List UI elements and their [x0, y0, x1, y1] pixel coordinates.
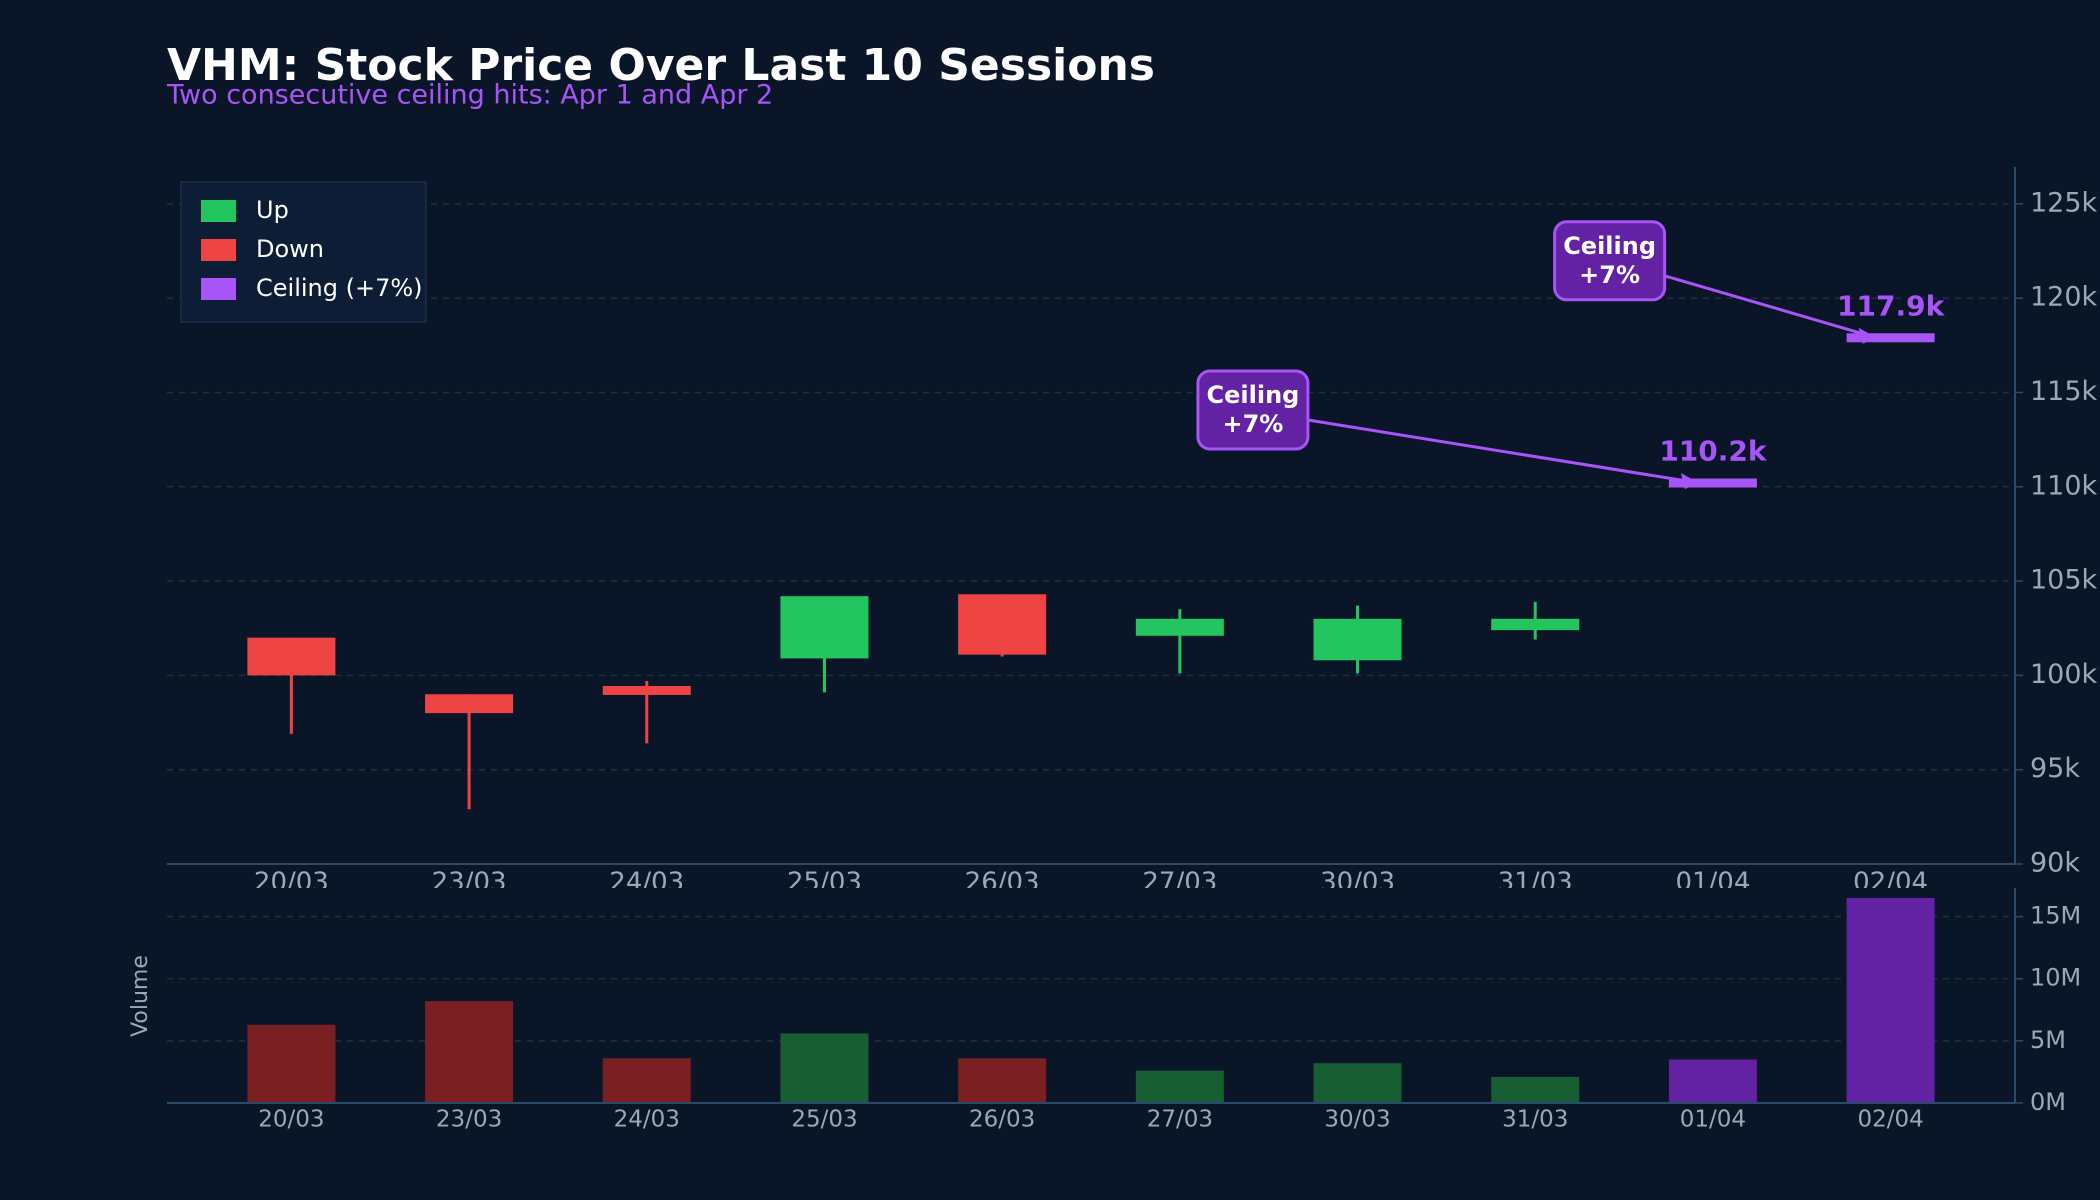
candle-body — [247, 637, 336, 676]
value-label: 117.9k — [1837, 289, 1946, 322]
volume-bar — [1668, 1059, 1757, 1103]
volume-bar — [602, 1058, 691, 1103]
legend-swatch — [201, 239, 236, 261]
y-tick-label: 15M — [2030, 902, 2081, 930]
chart-title: VHM: Stock Price Over Last 10 Sessions — [167, 40, 1155, 91]
y-tick-label: 95k — [2030, 753, 2080, 784]
y-tick-label: 115k — [2030, 376, 2098, 407]
y-tick-label: 10M — [2030, 964, 2081, 992]
x-tick-label: 25/03 — [791, 1107, 857, 1133]
annotation-arrow — [1307, 418, 1700, 485]
candle-body — [780, 596, 869, 659]
candle-body — [602, 685, 691, 695]
x-tick-label: 31/03 — [1502, 1107, 1568, 1133]
legend-label: Down — [256, 235, 324, 263]
arrow-head — [1858, 327, 1877, 344]
annotation-text: +7% — [1222, 410, 1283, 438]
annotation-text: +7% — [1579, 261, 1640, 289]
x-tick-label: 20/03 — [258, 1107, 324, 1133]
volume-bar — [958, 1058, 1047, 1103]
annotation-box — [1196, 369, 1310, 451]
y-tick-label: 90k — [2030, 848, 2080, 879]
panel-background — [0, 888, 2100, 1200]
candle-body — [1135, 618, 1224, 636]
y-tick-label: 5M — [2030, 1026, 2066, 1054]
arrow-head — [1680, 473, 1699, 490]
annotation-arrow — [1664, 274, 1878, 340]
volume-bar — [1135, 1070, 1224, 1103]
candle-body — [958, 594, 1047, 655]
x-tick-label: 23/03 — [436, 1107, 502, 1133]
y-tick-label: 0M — [2030, 1088, 2066, 1116]
candle-body — [1668, 478, 1757, 488]
candle-body — [1313, 618, 1402, 661]
volume-bar — [1491, 1076, 1580, 1103]
annotation-box — [1553, 220, 1667, 302]
volume-bar — [780, 1033, 869, 1103]
candle-body — [425, 694, 514, 714]
legend-label: Ceiling (+7%) — [256, 274, 423, 302]
y-tick-label: 105k — [2030, 565, 2098, 596]
annotation-text: Ceiling — [1563, 232, 1656, 260]
value-label: 110.2k — [1659, 435, 1768, 468]
x-tick-label: 02/04 — [1857, 1107, 1923, 1133]
x-tick-label: 27/03 — [1147, 1107, 1213, 1133]
y-axis-label: Volume — [128, 955, 153, 1037]
y-tick-label: 110k — [2030, 470, 2098, 501]
x-tick-label: 24/03 — [614, 1107, 680, 1133]
volume-bar — [425, 1001, 514, 1103]
x-tick-label: 30/03 — [1324, 1107, 1390, 1133]
y-tick-label: 100k — [2030, 659, 2098, 690]
annotation-text: Ceiling — [1207, 381, 1300, 409]
x-tick-label: 26/03 — [969, 1107, 1035, 1133]
volume-bar — [1846, 897, 1935, 1103]
candle-body — [1491, 618, 1580, 631]
y-tick-label: 125k — [2030, 187, 2098, 218]
legend-label: Up — [256, 196, 289, 224]
volume-bar — [247, 1024, 336, 1103]
legend-swatch — [201, 200, 236, 222]
y-tick-label: 120k — [2030, 282, 2098, 313]
volume-bar — [1313, 1063, 1402, 1103]
x-tick-label: 01/04 — [1680, 1107, 1746, 1133]
candle-body — [1846, 333, 1935, 343]
chart-subtitle: Two consecutive ceiling hits: Apr 1 and … — [166, 80, 773, 111]
legend-swatch — [201, 278, 236, 300]
